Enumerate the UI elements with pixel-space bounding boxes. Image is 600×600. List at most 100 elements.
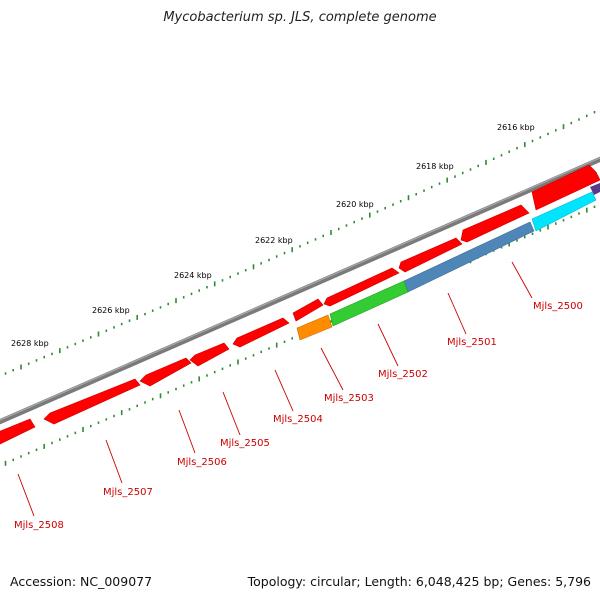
minor-tick (539, 136, 542, 139)
minor-tick (244, 357, 247, 360)
minor-tick (477, 164, 479, 168)
minor-tick (66, 435, 69, 438)
minor-tick (128, 319, 131, 322)
gene-arrow (531, 164, 600, 211)
gene-arrow (0, 418, 36, 445)
minor-tick (12, 458, 14, 462)
genome-summary-text: Topology: circular; Length: 6,048,425 bp… (247, 574, 591, 589)
minor-tick (175, 387, 177, 391)
kbp-label: 2618 kbp (416, 162, 454, 171)
minor-tick (586, 114, 588, 118)
kbp-label: 2624 kbp (174, 271, 212, 280)
major-tick (120, 410, 123, 416)
minor-tick (461, 171, 464, 175)
minor-tick (337, 227, 340, 231)
gene-label: Mjls_2503 (324, 393, 374, 404)
minor-tick (531, 232, 534, 235)
gene-arrow (232, 317, 290, 348)
minor-tick (314, 238, 317, 241)
kbp-label: 2628 kbp (11, 339, 49, 348)
major-tick (547, 224, 549, 230)
minor-tick (229, 364, 231, 367)
minor-tick (213, 370, 216, 374)
minor-tick (578, 118, 580, 121)
gene-label: Mjls_2507 (103, 487, 153, 498)
minor-tick (74, 342, 77, 346)
minor-tick (59, 438, 61, 441)
minor-tick (539, 229, 542, 232)
minor-tick (454, 175, 456, 178)
major-tick (508, 241, 510, 247)
minor-tick (291, 337, 293, 340)
minor-tick (12, 369, 14, 372)
minor-tick (593, 111, 596, 114)
minor-tick (275, 255, 278, 258)
minor-tick (51, 441, 53, 445)
major-tick (562, 124, 565, 130)
minor-tick (392, 203, 394, 206)
minor-tick (430, 185, 433, 189)
minor-tick (283, 340, 286, 343)
minor-tick (182, 296, 185, 299)
minor-tick (20, 455, 22, 458)
major-tick (252, 264, 255, 270)
minor-tick (198, 289, 200, 292)
major-tick (237, 359, 239, 365)
minor-tick (500, 246, 503, 249)
minor-tick (27, 451, 30, 455)
genome-backbone (0, 156, 600, 425)
major-tick (369, 212, 371, 218)
minor-tick (105, 329, 108, 332)
minor-tick (423, 189, 425, 192)
minor-tick (415, 193, 417, 196)
gene-leader-lines (17, 261, 533, 517)
major-tick (275, 342, 278, 348)
major-tick (4, 460, 7, 466)
forward-strand-genes (590, 183, 600, 195)
minor-tick (66, 346, 69, 349)
minor-tick (151, 397, 154, 401)
minor-tick (252, 354, 255, 357)
minor-tick (182, 384, 185, 387)
minor-tick (524, 235, 526, 239)
minor-tick (562, 219, 565, 222)
major-tick (20, 364, 22, 370)
minor-tick (268, 347, 270, 350)
minor-tick (4, 372, 7, 375)
major-tick (175, 298, 177, 304)
gene-2500-bar (531, 191, 597, 232)
minor-tick (113, 414, 115, 418)
gene-arrow (590, 183, 600, 195)
gene-label: Mjls_2504 (273, 414, 323, 425)
gene-arrow (43, 378, 141, 425)
minor-tick (330, 320, 332, 323)
major-tick (43, 443, 45, 449)
major-tick (213, 281, 216, 287)
major-tick (446, 177, 448, 183)
gene-labels: Mjls_2500 Mjls_2501 Mjls_2502 Mjls_2503 … (14, 301, 583, 531)
minor-tick (570, 121, 573, 125)
minor-tick (128, 408, 131, 411)
gene-arrow (323, 267, 400, 307)
minor-tick (206, 286, 208, 289)
minor-tick (353, 220, 355, 224)
minor-tick (516, 239, 518, 242)
major-tick (59, 348, 61, 354)
minor-tick (90, 424, 92, 428)
genome-backbone-highlight (0, 157, 600, 421)
minor-tick (492, 157, 495, 160)
minor-tick (306, 241, 309, 244)
minor-tick (361, 217, 363, 220)
kbp-label: 2622 kbp (255, 236, 293, 245)
map-title: Mycobacterium sp. JLS, complete genome (163, 10, 437, 25)
major-tick (485, 159, 487, 165)
gene-label: Mjls_2500 (533, 301, 583, 312)
major-tick (159, 393, 162, 399)
minor-tick (221, 279, 224, 282)
kbp-label: 2620 kbp (336, 200, 374, 209)
minor-tick (144, 312, 146, 316)
minor-tick (469, 168, 472, 171)
minor-tick (570, 215, 573, 219)
minor-tick (516, 147, 518, 150)
outer-tick-track (4, 111, 596, 375)
